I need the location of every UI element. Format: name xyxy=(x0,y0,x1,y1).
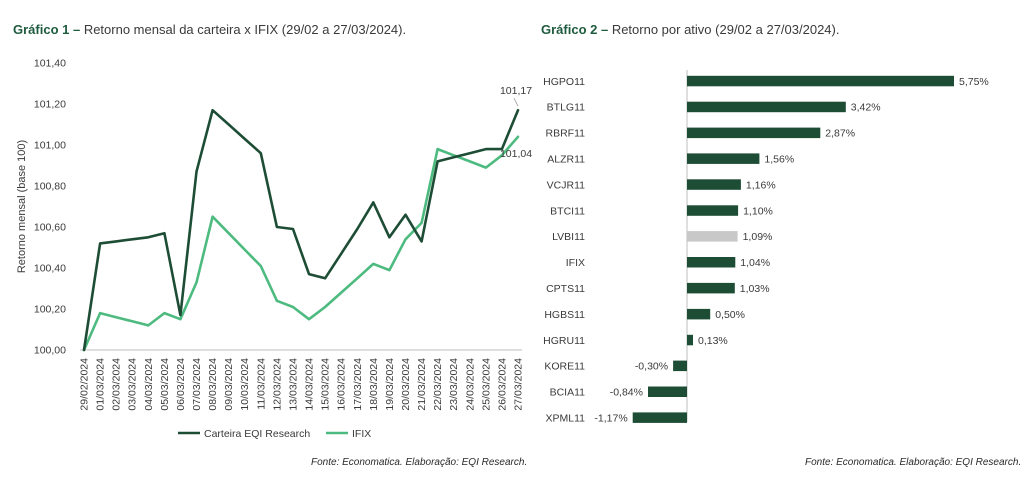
bar xyxy=(632,412,687,423)
chart1-source: Fonte: Economatica. Elaboração: EQI Rese… xyxy=(311,457,528,468)
x-tick-label: 10/03/2024 xyxy=(239,358,251,411)
data-label: 1,16% xyxy=(746,179,776,191)
x-tick-label: 04/03/2024 xyxy=(143,358,155,411)
bar xyxy=(687,179,741,190)
line-chart: 100,00 100,20 100,40 100,60 100,80 101,00 101,… xyxy=(16,58,532,441)
legend-label-ifix: IFIX xyxy=(352,428,371,440)
data-label: 1,04% xyxy=(740,257,770,269)
category-label: XPML11 xyxy=(546,413,586,425)
end-label-leader xyxy=(513,97,519,107)
end-label-ifix: 101,04 xyxy=(500,148,532,160)
x-tick-label: 29/02/2024 xyxy=(79,358,91,411)
data-label: 3,42% xyxy=(851,102,881,114)
data-label: 1,09% xyxy=(743,231,773,243)
y-axis-title: Retorno mensal (base 100) xyxy=(16,140,28,273)
data-label: 2,87% xyxy=(825,128,855,140)
category-label: CPTS11 xyxy=(546,283,585,295)
y-tick-label: 101,00 xyxy=(34,140,66,152)
x-tick-label: 19/03/2024 xyxy=(384,358,396,411)
x-tick-label: 05/03/2024 xyxy=(159,358,171,411)
data-label: 1,10% xyxy=(743,205,773,217)
series-line-carteira xyxy=(82,108,520,352)
chart1-title: Gráfico 1 – Retorno mensal da carteira x… xyxy=(13,22,407,37)
category-label: VCJR11 xyxy=(547,179,585,191)
bar xyxy=(687,231,738,242)
x-tick-label: 17/03/2024 xyxy=(352,358,364,411)
chart2-source: Fonte: Economatica. Elaboração: EQI Rese… xyxy=(805,457,1022,468)
x-tick-label: 06/03/2024 xyxy=(175,358,187,411)
legend-label-carteira: Carteira EQI Research xyxy=(204,428,310,440)
x-tick-label: 22/03/2024 xyxy=(432,358,444,411)
bar xyxy=(687,127,821,139)
x-tick-label: 16/03/2024 xyxy=(336,358,348,411)
category-label: HGBS11 xyxy=(544,309,585,321)
bar xyxy=(687,334,693,346)
bar-chart: HGPO11 5,75% BTLG11 3,42% RBRF11 2,87% ALZR11 1… xyxy=(543,70,989,425)
y-tick-label: 100,00 xyxy=(34,345,66,357)
x-tick-label: 15/03/2024 xyxy=(320,358,332,411)
y-tick-label: 100,20 xyxy=(34,304,66,316)
x-tick-label: 27/03/2024 xyxy=(513,358,525,411)
x-tick-label: 03/03/2024 xyxy=(127,358,139,411)
end-label-carteira: 101,17 xyxy=(500,85,532,97)
x-tick-label: 20/03/2024 xyxy=(400,358,412,411)
x-tick-label: 01/03/2024 xyxy=(95,358,107,411)
bar xyxy=(687,308,711,320)
x-tick-label: 12/03/2024 xyxy=(271,358,283,411)
bar xyxy=(673,360,687,372)
category-label: KORE11 xyxy=(544,361,585,373)
bar xyxy=(687,101,846,113)
data-label: 1,03% xyxy=(740,283,770,295)
bar xyxy=(687,75,954,87)
x-tick-label: 13/03/2024 xyxy=(287,358,299,411)
x-tick-label: 21/03/2024 xyxy=(416,358,428,411)
category-label: ALZR11 xyxy=(547,154,585,166)
data-label: -1,17% xyxy=(594,413,627,425)
data-label: 0,13% xyxy=(698,335,728,347)
data-label: -0,84% xyxy=(610,387,643,399)
bar xyxy=(648,386,687,397)
x-tick-label: 11/03/2024 xyxy=(255,358,267,410)
category-label: BTLG11 xyxy=(547,102,585,114)
chart2-title: Gráfico 2 – Retorno por ativo (29/02 a 2… xyxy=(541,22,840,37)
bar xyxy=(687,257,736,268)
bar xyxy=(687,282,735,294)
data-label: -0,30% xyxy=(635,361,668,373)
x-tick-label: 02/03/2024 xyxy=(111,358,123,411)
y-tick-label: 100,80 xyxy=(34,181,66,193)
y-tick-label: 101,40 xyxy=(34,58,66,70)
x-tick-label: 09/03/2024 xyxy=(223,358,235,411)
x-tick-label: 08/03/2024 xyxy=(207,358,219,411)
series-line-ifix xyxy=(82,135,520,352)
data-label: 5,75% xyxy=(959,76,989,88)
x-tick-label: 25/03/2024 xyxy=(480,358,492,411)
category-label: RBRF11 xyxy=(546,128,586,140)
x-tick-label: 24/03/2024 xyxy=(464,358,476,411)
data-label: 1,56% xyxy=(764,154,794,166)
x-tick-label: 23/03/2024 xyxy=(448,358,460,411)
y-tick-label: 100,40 xyxy=(34,263,66,275)
x-tick-label: 18/03/2024 xyxy=(368,358,380,411)
y-tick-label: 100,60 xyxy=(34,222,66,234)
category-label: HGPO11 xyxy=(543,76,585,88)
category-label: IFIX xyxy=(566,257,585,269)
bar xyxy=(687,153,760,164)
x-tick-label: 14/03/2024 xyxy=(304,358,316,411)
category-label: HGRU11 xyxy=(543,335,585,347)
category-label: BTCI11 xyxy=(550,205,585,217)
bar xyxy=(687,205,739,216)
data-label: 0,50% xyxy=(715,309,745,321)
y-tick-label: 101,20 xyxy=(34,99,66,111)
category-label: BCIA11 xyxy=(550,387,586,399)
x-tick-label: 26/03/2024 xyxy=(496,358,508,411)
category-label: LVBI11 xyxy=(552,231,585,243)
x-tick-label: 07/03/2024 xyxy=(191,358,203,411)
